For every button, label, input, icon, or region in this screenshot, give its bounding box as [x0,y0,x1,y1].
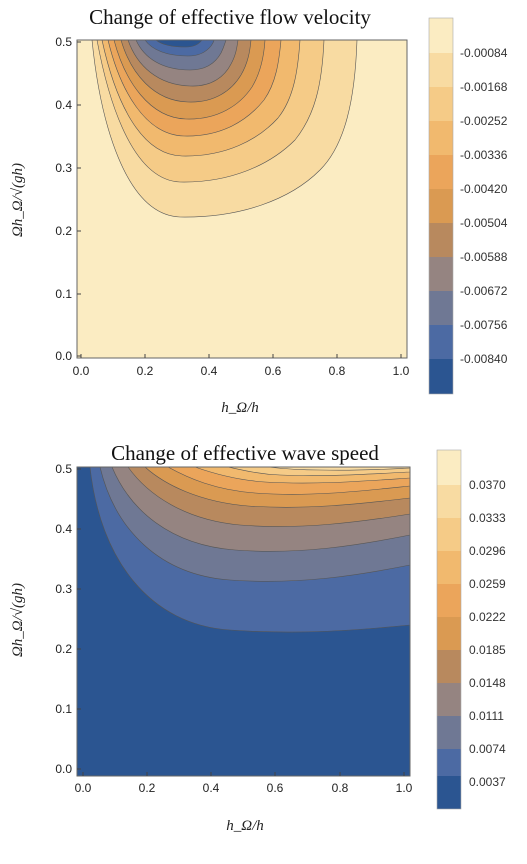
y-tick-label: 0.0 [55,349,72,363]
chart-title: Change of effective wave speed [111,441,379,465]
x-tick-label: 0.8 [329,364,346,378]
legend-swatch [437,485,461,518]
legend-swatch [429,189,453,223]
legend-swatch [437,650,461,683]
x-tick-label: 0.2 [139,781,156,795]
y-axis: 0.0 0.1 0.2 0.3 0.4 0.5 Ωh_Ω/√(gh) [10,462,81,776]
legend-swatch [429,155,453,189]
y-tick-label: 0.1 [55,287,72,301]
legend-label: 0.0185 [469,643,506,657]
y-tick-label: 0.2 [55,642,72,656]
y-tick-label: 0.1 [55,702,72,716]
legend: -0.00084 -0.00168 -0.00252 -0.00336 -0.0… [428,17,508,395]
legend-label: 0.0111 [469,709,504,723]
x-axis: 0.0 0.2 0.4 0.6 0.8 1.0 h_Ω/h [73,354,410,416]
legend: 0.0370 0.0333 0.0296 0.0259 0.0222 0.018… [436,449,506,810]
legend-swatch [429,291,453,325]
legend-label: 0.0074 [469,742,506,756]
x-tick-label: 1.0 [396,781,413,795]
y-tick-label: 0.5 [55,35,72,49]
y-tick-label: 0.4 [55,522,72,536]
legend-label: -0.00756 [460,318,508,332]
x-tick-label: 0.8 [332,781,349,795]
legend-label: 0.0259 [469,577,506,591]
legend-label: 0.0222 [469,610,506,624]
legend-swatch [429,18,453,53]
legend-label: -0.00252 [460,114,508,128]
legend-swatch [437,551,461,584]
y-axis-label: Ωh_Ω/√(gh) [10,583,26,657]
x-axis: 0.0 0.2 0.4 0.6 0.8 1.0 h_Ω/h [75,772,413,834]
legend-swatch [429,121,453,155]
y-tick-label: 0.4 [55,98,72,112]
plot-frame [76,39,408,359]
legend-label: 0.0148 [469,676,506,690]
legend-label: 0.0037 [469,775,506,789]
legend-swatch [429,87,453,121]
chart-title: Change of effective flow velocity [89,5,371,29]
legend-swatch [429,257,453,291]
chart-flow-velocity: Change of effective flow velocity 0.0 [10,5,508,416]
legend-label: -0.00420 [460,182,508,196]
x-tick-label: 1.0 [393,364,410,378]
contour-band-9 [267,466,411,471]
legend-label: -0.00588 [460,250,508,264]
legend-swatch [429,53,453,87]
legend-label: 0.0370 [469,478,506,492]
y-axis-label: Ωh_Ω/√(gh) [10,163,26,237]
legend-swatch [437,776,461,809]
legend-label: -0.00672 [460,284,508,298]
legend-label: -0.00336 [460,148,508,162]
x-tick-label: 0.6 [267,781,284,795]
x-tick-label: 0.0 [75,781,92,795]
x-tick-label: 0.6 [265,364,282,378]
legend-label: -0.00840 [460,352,508,366]
plot-area [76,39,408,359]
legend-swatch [437,584,461,617]
legend-swatch [429,325,453,359]
contour-band-10 [155,39,203,48]
x-axis-label: h_Ω/h [226,818,264,834]
legend-label: 0.0333 [469,511,506,525]
legend-swatch [429,223,453,257]
y-tick-label: 0.0 [55,762,72,776]
legend-swatch [429,359,453,394]
x-tick-label: 0.4 [203,781,220,795]
legend-label: -0.00084 [460,46,508,60]
plot-frame [76,466,411,777]
legend-label: -0.00168 [460,80,508,94]
legend-swatch [437,518,461,551]
legend-swatch [437,450,461,485]
y-tick-label: 0.2 [55,224,72,238]
legend-swatch [437,617,461,650]
y-tick-label: 0.3 [55,582,72,596]
chart-wave-speed: Change of effective wave speed 0.0 0.2 [10,441,506,834]
x-tick-label: 0.4 [201,364,218,378]
legend-label: -0.00504 [460,216,508,230]
legend-label: 0.0296 [469,544,506,558]
y-axis: 0.0 0.1 0.2 0.3 0.4 0.5 Ωh_Ω/√(gh) [10,35,81,363]
y-tick-label: 0.3 [55,161,72,175]
legend-swatch [437,749,461,776]
legend-swatch [437,683,461,716]
x-tick-label: 0.0 [73,364,90,378]
x-axis-label: h_Ω/h [221,400,259,416]
legend-swatch [437,716,461,749]
x-tick-label: 0.2 [137,364,154,378]
plot-area [76,466,411,777]
y-tick-label: 0.5 [55,462,72,476]
